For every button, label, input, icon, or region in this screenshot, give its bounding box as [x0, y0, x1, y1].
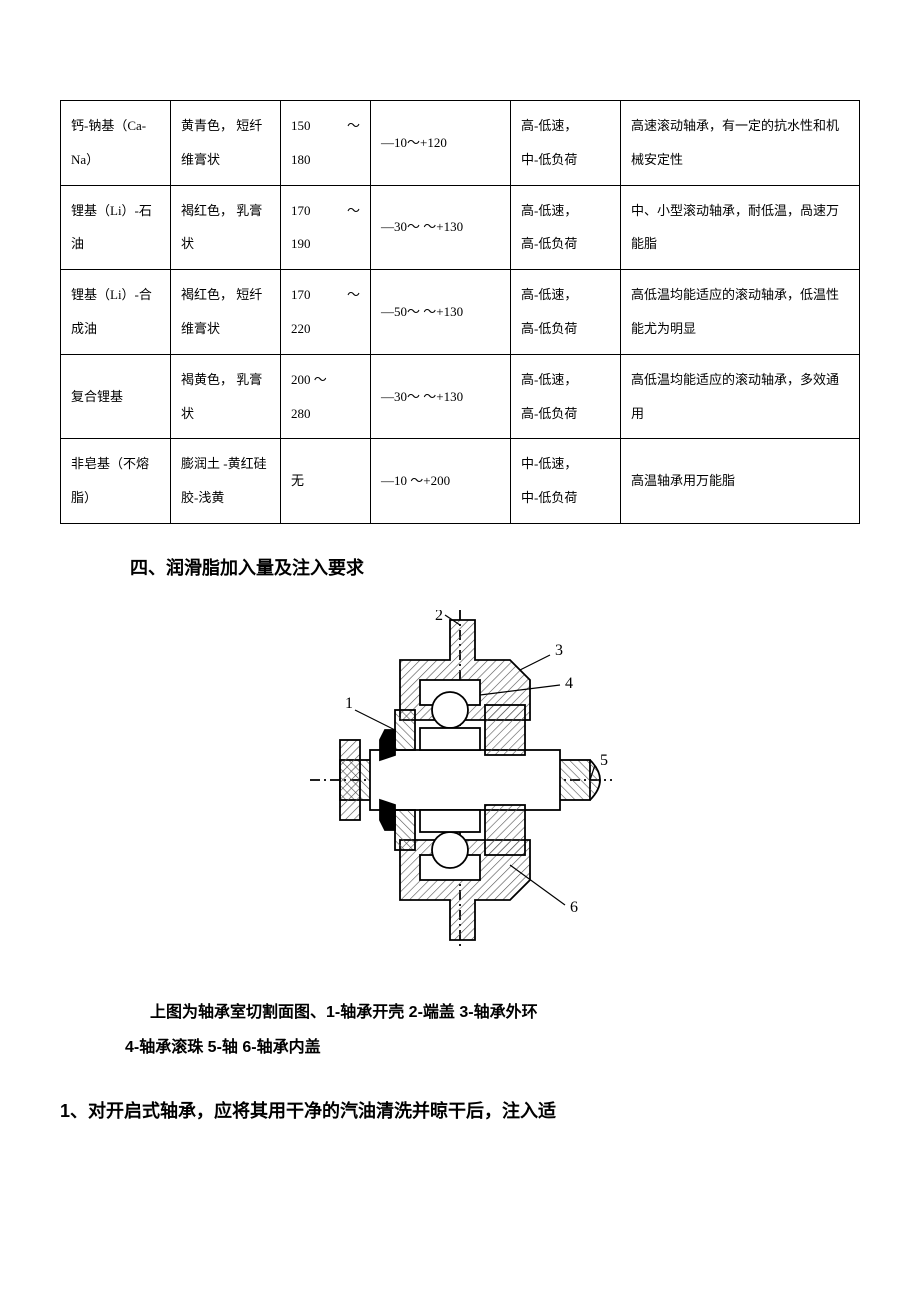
cell-appearance: 褐黄色， 乳膏状 [171, 354, 281, 439]
cell-type: 复合锂基 [61, 354, 171, 439]
cell-appearance: 膨润土 -黄红硅胶-浅黄 [171, 439, 281, 524]
table-row: 复合锂基褐黄色， 乳膏状200 ～280—30～ ～+130高-低速，高-低负荷… [61, 354, 860, 439]
cell-application: 高低温均能适应的滚动轴承，低温性能尤为明显 [621, 270, 860, 355]
diagram-caption-line1: 上图为轴承室切割面图、1-轴承开壳 2-端盖 3-轴承外环 [150, 995, 860, 1030]
cell-type: 非皂基（不熔脂） [61, 439, 171, 524]
cell-appearance: 黄青色， 短纤维膏状 [171, 101, 281, 186]
cell-application: 中、小型滚动轴承，耐低温，咼速万能脂 [621, 185, 860, 270]
cell-temp-range: —50～ ～+130 [371, 270, 511, 355]
cell-temp-range: —10～+120 [371, 101, 511, 186]
diagram-label-6: 6 [570, 899, 578, 916]
diagram-label-1: 1 [345, 695, 353, 712]
cell-speed-load: 中-低速，中-低负荷 [511, 439, 621, 524]
table-row: 锂基（Li）-合成油褐红色， 短纤维膏状170～220—50～ ～+130高-低… [61, 270, 860, 355]
diagram-label-3: 3 [555, 642, 563, 659]
cell-speed-load: 高-低速，高-低负荷 [511, 354, 621, 439]
cell-dropping-point: 150～180 [281, 101, 371, 186]
diagram-label-5: 5 [600, 752, 608, 769]
cell-application: 高温轴承用万能脂 [621, 439, 860, 524]
bearing-diagram: 1 2 3 4 5 6 [60, 610, 860, 955]
diagram-label-4: 4 [565, 675, 573, 692]
cell-speed-load: 高-低速，高-低负荷 [511, 270, 621, 355]
cell-dropping-point: 200 ～280 [281, 354, 371, 439]
cell-dropping-point: 170～190 [281, 185, 371, 270]
cell-temp-range: —30～ ～+130 [371, 185, 511, 270]
cell-dropping-point: 无 [281, 439, 371, 524]
cell-appearance: 褐红色， 乳膏状 [171, 185, 281, 270]
cell-speed-load: 高-低速，中-低负荷 [511, 101, 621, 186]
cell-temp-range: —10 ～+200 [371, 439, 511, 524]
cell-application: 高低温均能适应的滚动轴承，多效通用 [621, 354, 860, 439]
cell-appearance: 褐红色， 短纤维膏状 [171, 270, 281, 355]
cell-application: 高速滚动轴承，有一定的抗水性和机械安定性 [621, 101, 860, 186]
cell-type: 锂基（Li）-石油 [61, 185, 171, 270]
table-row: 钙-钠基（Ca-Na）黄青色， 短纤维膏状150～180—10～+120高-低速… [61, 101, 860, 186]
table-row: 锂基（Li）-石油褐红色， 乳膏状170～190—30～ ～+130高-低速，高… [61, 185, 860, 270]
cell-speed-load: 高-低速，高-低负荷 [511, 185, 621, 270]
cell-type: 钙-钠基（Ca-Na） [61, 101, 171, 186]
cell-type: 锂基（Li）-合成油 [61, 270, 171, 355]
cell-dropping-point: 170～220 [281, 270, 371, 355]
cell-temp-range: —30～ ～+130 [371, 354, 511, 439]
section-heading: 四、润滑脂加入量及注入要求 [130, 554, 860, 580]
diagram-label-2: 2 [435, 610, 443, 624]
diagram-caption-line2: 4-轴承滚珠 5-轴 6-轴承内盖 [125, 1030, 860, 1065]
grease-properties-table: 钙-钠基（Ca-Na）黄青色， 短纤维膏状150～180—10～+120高-低速… [60, 100, 860, 524]
table-row: 非皂基（不熔脂）膨润土 -黄红硅胶-浅黄无—10 ～+200中-低速，中-低负荷… [61, 439, 860, 524]
body-paragraph: 1、对开启式轴承，应将其用干净的汽油清洗并晾干后，注入适 [60, 1095, 860, 1127]
